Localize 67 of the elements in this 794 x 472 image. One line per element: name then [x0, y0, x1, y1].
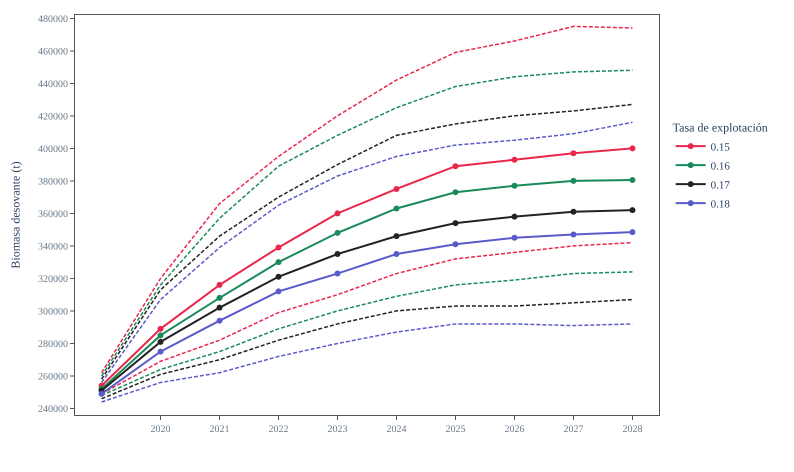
- point: [570, 208, 576, 215]
- point: [511, 234, 518, 241]
- point: [393, 251, 400, 258]
- point: [452, 241, 458, 248]
- x-tick-label: 2024: [386, 424, 406, 435]
- point: [452, 163, 458, 170]
- y-tick-label: 340000: [38, 241, 68, 252]
- point: [216, 304, 223, 311]
- y-tick-label: 240000: [38, 404, 68, 415]
- point: [158, 326, 164, 332]
- point: [98, 390, 105, 397]
- x-tick-label: 2023: [328, 424, 348, 435]
- point: [629, 145, 636, 152]
- point: [452, 189, 458, 196]
- point: [334, 270, 341, 277]
- point: [629, 177, 636, 184]
- legend-label: 0.15: [710, 141, 730, 154]
- x-tick-label: 2026: [504, 424, 524, 435]
- point: [393, 233, 400, 240]
- y-tick-label: 480000: [38, 14, 68, 25]
- y-tick-label: 420000: [38, 111, 68, 122]
- y-tick-label: 320000: [38, 274, 68, 285]
- x-tick-label: 2028: [622, 424, 642, 435]
- legend-title: Tasa de explotación: [672, 120, 768, 135]
- point: [570, 150, 576, 156]
- point: [629, 207, 636, 214]
- point: [511, 182, 518, 189]
- y-axis-title: Biomasa desovante (t): [8, 161, 22, 269]
- point: [276, 274, 282, 280]
- line-series: [100, 323, 634, 403]
- point: [393, 186, 400, 192]
- y-tick-label: 440000: [38, 78, 68, 90]
- point: [276, 244, 282, 251]
- y-tick-label: 300000: [38, 306, 68, 318]
- x-tick-label: 2021: [210, 424, 230, 435]
- point: [158, 338, 164, 345]
- point: [216, 294, 223, 301]
- y-tick-label: 460000: [38, 46, 68, 58]
- point: [334, 251, 341, 258]
- point: [158, 348, 164, 355]
- line-series: [100, 298, 634, 400]
- legend-label: 0.17: [710, 179, 730, 192]
- x-tick-label: 2025: [445, 424, 466, 435]
- point: [452, 220, 458, 226]
- y-tick-label: 260000: [38, 371, 68, 382]
- y-tick-label: 380000: [38, 176, 68, 188]
- legend-label: 0.16: [710, 160, 730, 172]
- y-tick-label: 360000: [38, 208, 68, 220]
- point: [511, 214, 518, 220]
- point: [629, 229, 636, 236]
- legend-label: 0.18: [710, 198, 730, 210]
- x-tick-label: 2027: [563, 424, 584, 435]
- point: [158, 332, 164, 338]
- point: [276, 288, 282, 294]
- point: [570, 178, 576, 184]
- y-tick-label: 280000: [38, 338, 68, 350]
- point: [393, 206, 400, 212]
- x-tick-label: 2022: [268, 424, 289, 435]
- x-tick-label: 2020: [150, 424, 171, 435]
- point: [334, 230, 341, 236]
- point: [511, 156, 518, 163]
- point: [216, 318, 223, 324]
- point: [216, 282, 223, 288]
- point: [570, 232, 576, 238]
- point: [334, 210, 341, 216]
- point: [276, 259, 282, 266]
- y-tick-label: 400000: [38, 144, 68, 155]
